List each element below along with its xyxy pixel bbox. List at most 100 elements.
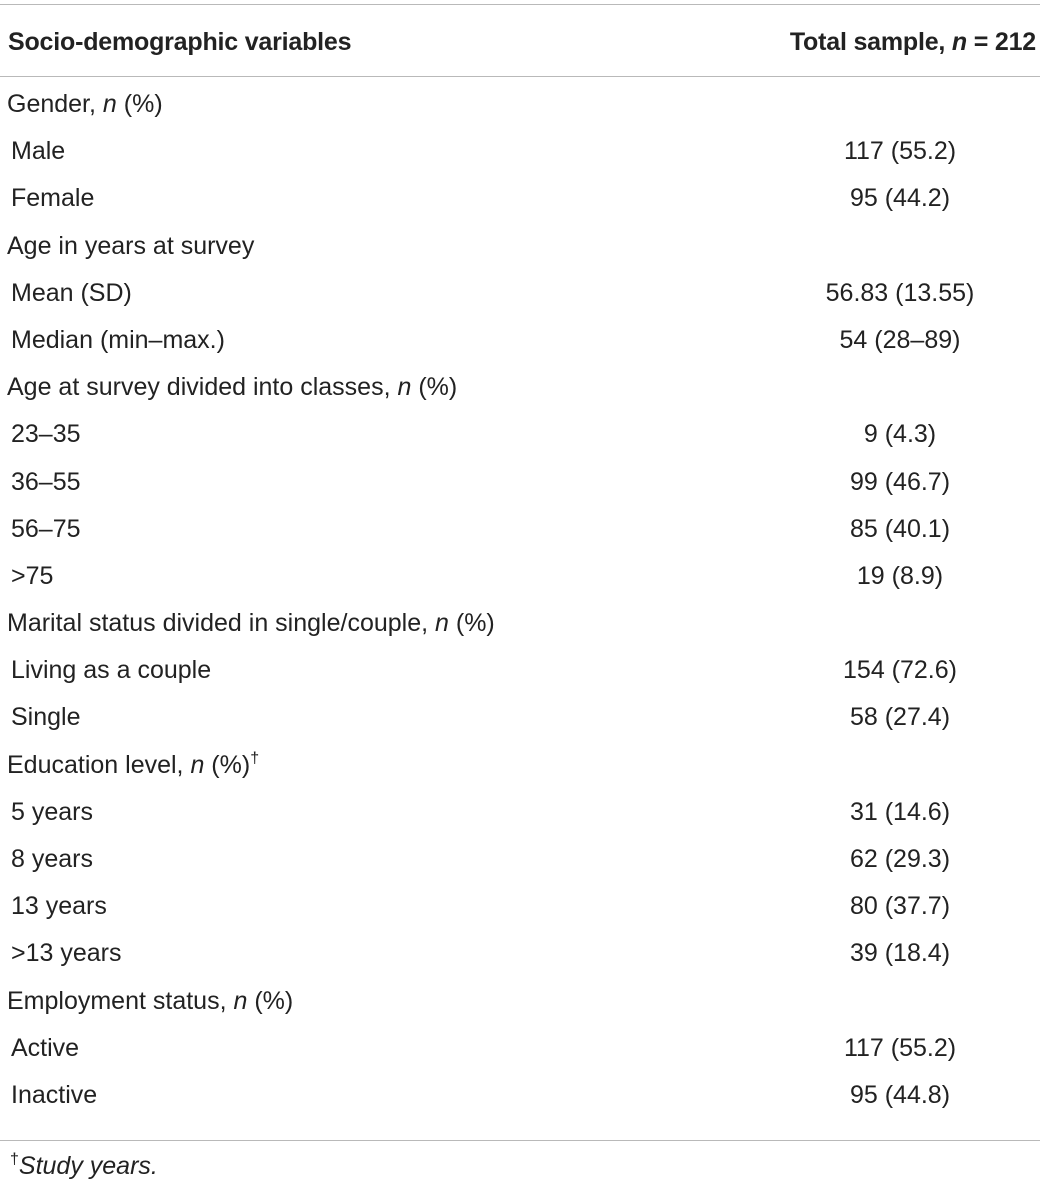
label-text: Active xyxy=(11,1033,80,1062)
label-text: Age at survey divided into classes, xyxy=(7,373,398,402)
label-suffix: (%) xyxy=(411,373,458,402)
row-value: 62 (29.3) xyxy=(849,845,951,873)
header-total-sample: Total sample, n = 212 xyxy=(790,28,1036,57)
label-n: n xyxy=(233,986,248,1015)
label-n: n xyxy=(190,750,205,779)
row-label: Male xyxy=(11,137,65,166)
label-text: 23–35 xyxy=(11,420,81,449)
group-label: Education level, n (%)† xyxy=(7,749,260,780)
row-label: Inactive xyxy=(11,1081,97,1110)
table-row: 36–55 99 (46.7) xyxy=(0,468,1040,515)
label-n: n xyxy=(102,90,117,118)
label-text: Education level, xyxy=(7,750,191,779)
label-suffix: (%) xyxy=(448,609,495,638)
label-n: n xyxy=(397,373,412,402)
table-footnote: †Study years. xyxy=(10,1152,158,1181)
label-text: Female xyxy=(11,184,95,213)
table-top-rule xyxy=(0,4,1040,5)
label-text: >13 years xyxy=(11,939,122,968)
table-row: Active 117 (55.2) xyxy=(0,1034,1040,1081)
label-text: 8 years xyxy=(11,845,93,873)
row-label: 23–35 xyxy=(11,420,81,449)
label-text: Age in years at survey xyxy=(7,231,255,260)
table-body: Gender, n (%) Male 117 (55.2) Female 95 (44.… xyxy=(0,90,1040,1128)
row-label: Female xyxy=(11,184,94,213)
group-label: Age in years at survey xyxy=(7,232,254,261)
table-row: Male 117 (55.2) xyxy=(0,137,1040,184)
row-label: 5 years xyxy=(11,798,93,827)
group-label: Marital status divided in single/couple,… xyxy=(7,609,495,638)
row-label: 8 years xyxy=(11,845,93,874)
label-text: Mean (SD) xyxy=(11,278,132,307)
table-group-row: Gender, n (%) xyxy=(0,90,1040,137)
header-total-prefix: Total sample, xyxy=(789,28,952,56)
row-label: Active xyxy=(11,1034,79,1063)
header-variables: Socio-demographic variables xyxy=(8,28,352,56)
label-text: Employment status, xyxy=(7,986,234,1015)
label-text: >75 xyxy=(11,561,54,590)
group-label: Gender, n (%) xyxy=(7,90,163,119)
row-value: 99 (46.7) xyxy=(849,467,951,496)
row-value: 85 (40.1) xyxy=(849,514,951,543)
label-footnote-mark: † xyxy=(250,749,260,767)
row-label: >13 years xyxy=(11,939,122,968)
row-label: Single xyxy=(11,703,81,732)
table-header-rule xyxy=(0,76,1040,77)
label-suffix: (%) xyxy=(204,750,251,779)
label-text: Inactive xyxy=(11,1080,98,1109)
header-total-n: n xyxy=(951,28,967,56)
row-value: 31 (14.6) xyxy=(849,797,951,826)
table-row: Mean (SD) 56.83 (13.55) xyxy=(0,279,1040,326)
row-label: >75 xyxy=(11,562,53,591)
table-header: Socio-demographic variables Total sample… xyxy=(0,4,1040,76)
group-label: Employment status, n (%) xyxy=(7,987,293,1016)
label-text: Median (min–max.) xyxy=(11,325,225,354)
table-group-row: Age in years at survey xyxy=(0,232,1040,279)
label-suffix: (%) xyxy=(247,986,294,1015)
table-group-row: Employment status, n (%) xyxy=(0,987,1040,1034)
label-suffix: (%) xyxy=(116,90,163,118)
table-row: >75 19 (8.9) xyxy=(0,562,1040,609)
table-group-row: Marital status divided in single/couple,… xyxy=(0,609,1040,656)
label-text: Marital status divided in single/couple, xyxy=(7,609,436,638)
label-text: Living as a couple xyxy=(11,656,212,685)
label-text: 13 years xyxy=(11,892,107,921)
footnote-text: Study years. xyxy=(18,1152,158,1180)
row-value: 56.83 (13.55) xyxy=(825,278,975,307)
table-row: 13 years 80 (37.7) xyxy=(0,892,1040,939)
table-row: 56–75 85 (40.1) xyxy=(0,515,1040,562)
header-total-suffix: = 212 xyxy=(966,28,1036,56)
table-row: Female 95 (44.2) xyxy=(0,184,1040,231)
row-value: 54 (28–89) xyxy=(839,325,961,354)
table-row: 5 years 31 (14.6) xyxy=(0,798,1040,845)
row-label: 36–55 xyxy=(11,468,81,497)
table-row: 8 years 62 (29.3) xyxy=(0,845,1040,892)
row-value: 58 (27.4) xyxy=(849,703,951,732)
table-row: Median (min–max.) 54 (28–89) xyxy=(0,326,1040,373)
label-text: Male xyxy=(11,137,66,166)
label-text: 56–75 xyxy=(11,514,81,543)
label-text: 5 years xyxy=(11,797,93,826)
table-row: Single 58 (27.4) xyxy=(0,703,1040,750)
row-value: 117 (55.2) xyxy=(843,1033,957,1062)
row-value: 95 (44.8) xyxy=(849,1080,951,1109)
table-group-row: Age at survey divided into classes, n (%… xyxy=(0,373,1040,420)
table-row: >13 years 39 (18.4) xyxy=(0,939,1040,986)
label-text: Gender, xyxy=(7,90,103,118)
row-label: Median (min–max.) xyxy=(11,326,225,355)
row-label: 13 years xyxy=(11,892,107,921)
row-label: Mean (SD) xyxy=(11,279,132,308)
table-row: Inactive 95 (44.8) xyxy=(0,1081,1040,1128)
table-row: 23–35 9 (4.3) xyxy=(0,420,1040,467)
label-n: n xyxy=(435,609,449,638)
footnote-mark: † xyxy=(10,1151,19,1168)
row-label: 56–75 xyxy=(11,515,81,544)
row-value: 39 (18.4) xyxy=(849,939,951,968)
row-value: 80 (37.7) xyxy=(849,892,951,921)
table-group-row: Education level, n (%)† xyxy=(0,749,1040,798)
table-bottom-rule xyxy=(0,1140,1040,1141)
row-value: 154 (72.6) xyxy=(843,656,957,685)
group-label: Age at survey divided into classes, n (%… xyxy=(7,373,457,402)
label-text: 36–55 xyxy=(11,467,81,496)
table-row: Living as a couple 154 (72.6) xyxy=(0,656,1040,703)
